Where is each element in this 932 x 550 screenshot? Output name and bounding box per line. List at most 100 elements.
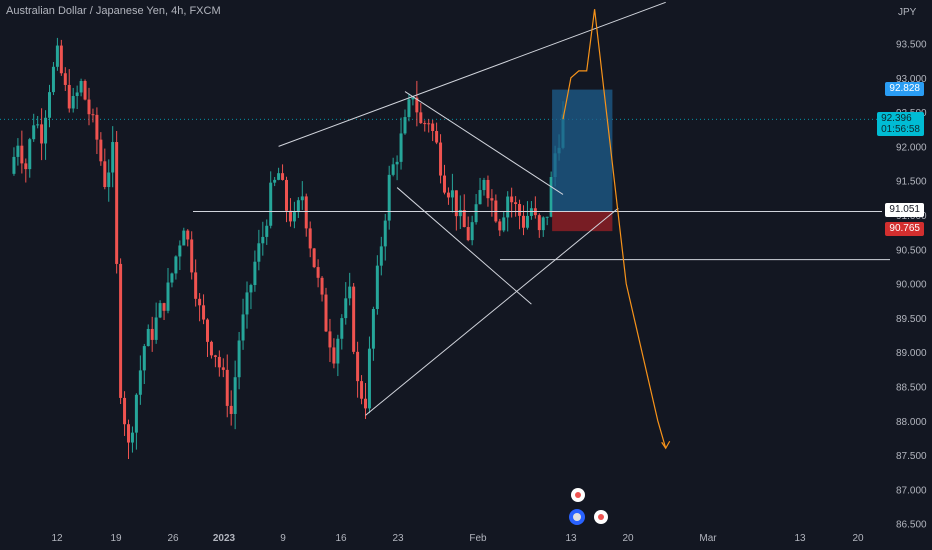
candle-body (541, 217, 545, 231)
x-tick-label: 16 (335, 533, 347, 544)
x-tick-label: 9 (280, 533, 286, 544)
candle-body (217, 356, 221, 368)
candle-body (340, 318, 344, 339)
candle-body (75, 92, 79, 97)
candle-body (269, 182, 273, 226)
position-target-zone[interactable] (552, 89, 613, 212)
candle-body (174, 256, 178, 274)
y-tick-label: 88.500 (896, 383, 927, 394)
x-tick-label: Feb (469, 533, 487, 544)
candle-body (130, 432, 134, 443)
candle-body (502, 217, 506, 231)
x-tick-label: 23 (392, 533, 404, 544)
candle-body (304, 196, 308, 229)
candle-body (229, 405, 233, 414)
x-tick-label: 13 (565, 533, 577, 544)
candle-body (336, 338, 340, 364)
candle-body (419, 112, 423, 124)
target-price-tag: 92.828 (885, 82, 924, 96)
candle-body (292, 212, 296, 222)
candle-body (12, 156, 16, 174)
projection-path[interactable] (562, 9, 671, 450)
flag-event-dot (573, 513, 581, 521)
y-tick-label: 87.500 (896, 451, 927, 462)
candle-body (300, 196, 304, 201)
candle-body (490, 198, 494, 201)
candle-body (360, 381, 364, 399)
wedge-lower-line[interactable] (396, 187, 532, 305)
candle-body (344, 298, 348, 319)
candle-body (127, 424, 130, 443)
y-tick-label: 89.500 (896, 314, 927, 325)
y-tick-label: 92.000 (896, 142, 927, 153)
current-price-value: 92.396 (881, 113, 912, 124)
candle-body (549, 177, 553, 217)
candle-body (28, 139, 32, 170)
x-tick-label: 12 (51, 533, 63, 544)
candle-body (103, 161, 107, 188)
candle-body (522, 215, 525, 228)
candle-body (288, 210, 292, 222)
trend-drawings[interactable] (193, 1, 890, 416)
candle-body (71, 96, 75, 109)
candle-body (158, 303, 162, 318)
candle-body (115, 142, 119, 264)
candle-body (324, 294, 328, 332)
long-position-tool[interactable] (552, 89, 613, 232)
stop-price-tag: 90.765 (885, 222, 924, 236)
candle-body (371, 308, 375, 349)
candle-body (87, 99, 91, 115)
candle-body (494, 200, 498, 222)
candle-body (545, 216, 549, 218)
upper-channel-line[interactable] (278, 1, 666, 147)
candle-body (237, 340, 241, 378)
y-tick-label: 89.000 (896, 348, 927, 359)
price-axis[interactable]: 93.50093.00092.50092.00091.50091.00090.5… (896, 7, 927, 531)
candle-body (391, 164, 395, 175)
candle-body (83, 80, 87, 100)
candle-body (95, 114, 99, 140)
lower-channel-line[interactable] (365, 207, 619, 416)
candle-body (415, 97, 419, 113)
candle-body (273, 179, 277, 183)
candle-body (253, 261, 257, 286)
candle-body (111, 142, 115, 173)
candle-body (206, 319, 209, 342)
candle-body (40, 124, 44, 144)
candle-body (352, 286, 356, 352)
event-markers[interactable] (569, 488, 608, 525)
candle-body (466, 227, 470, 241)
candle-body (194, 272, 198, 299)
candle-body (99, 139, 103, 162)
candle-body (221, 367, 225, 370)
candle-body (48, 92, 51, 118)
projected-price-path[interactable] (562, 9, 667, 449)
candle-body (506, 196, 510, 218)
economic-event-dot (575, 492, 581, 498)
candle-body (241, 314, 245, 341)
candle-body (423, 123, 427, 125)
chart-title: Australian Dollar / Japanese Yen, 4h, FX… (6, 5, 221, 17)
candle-body (407, 99, 411, 118)
candle-body (186, 230, 190, 240)
candle-body (395, 161, 399, 165)
candle-body (55, 45, 59, 67)
candle-body (285, 179, 288, 211)
wedge-upper-line[interactable] (404, 91, 564, 195)
candle-body (525, 215, 529, 228)
current-price-tag: 92.396 01:56:58 (877, 112, 924, 136)
candle-body (20, 145, 24, 164)
candle-body (328, 331, 332, 348)
candle-body (51, 66, 55, 93)
candle-body (245, 292, 249, 315)
time-axis[interactable]: 12 19 26 2023 9 16 23 Feb 13 20 Mar 13 20 (51, 533, 864, 544)
candle-body (454, 190, 458, 217)
candle-body (458, 209, 462, 217)
candle-body (123, 397, 127, 425)
candle-body (209, 341, 213, 356)
candle-body (257, 243, 261, 262)
y-tick-label: 93.000 (896, 74, 927, 85)
candle-body (16, 145, 20, 157)
position-stop-zone[interactable] (552, 211, 613, 232)
